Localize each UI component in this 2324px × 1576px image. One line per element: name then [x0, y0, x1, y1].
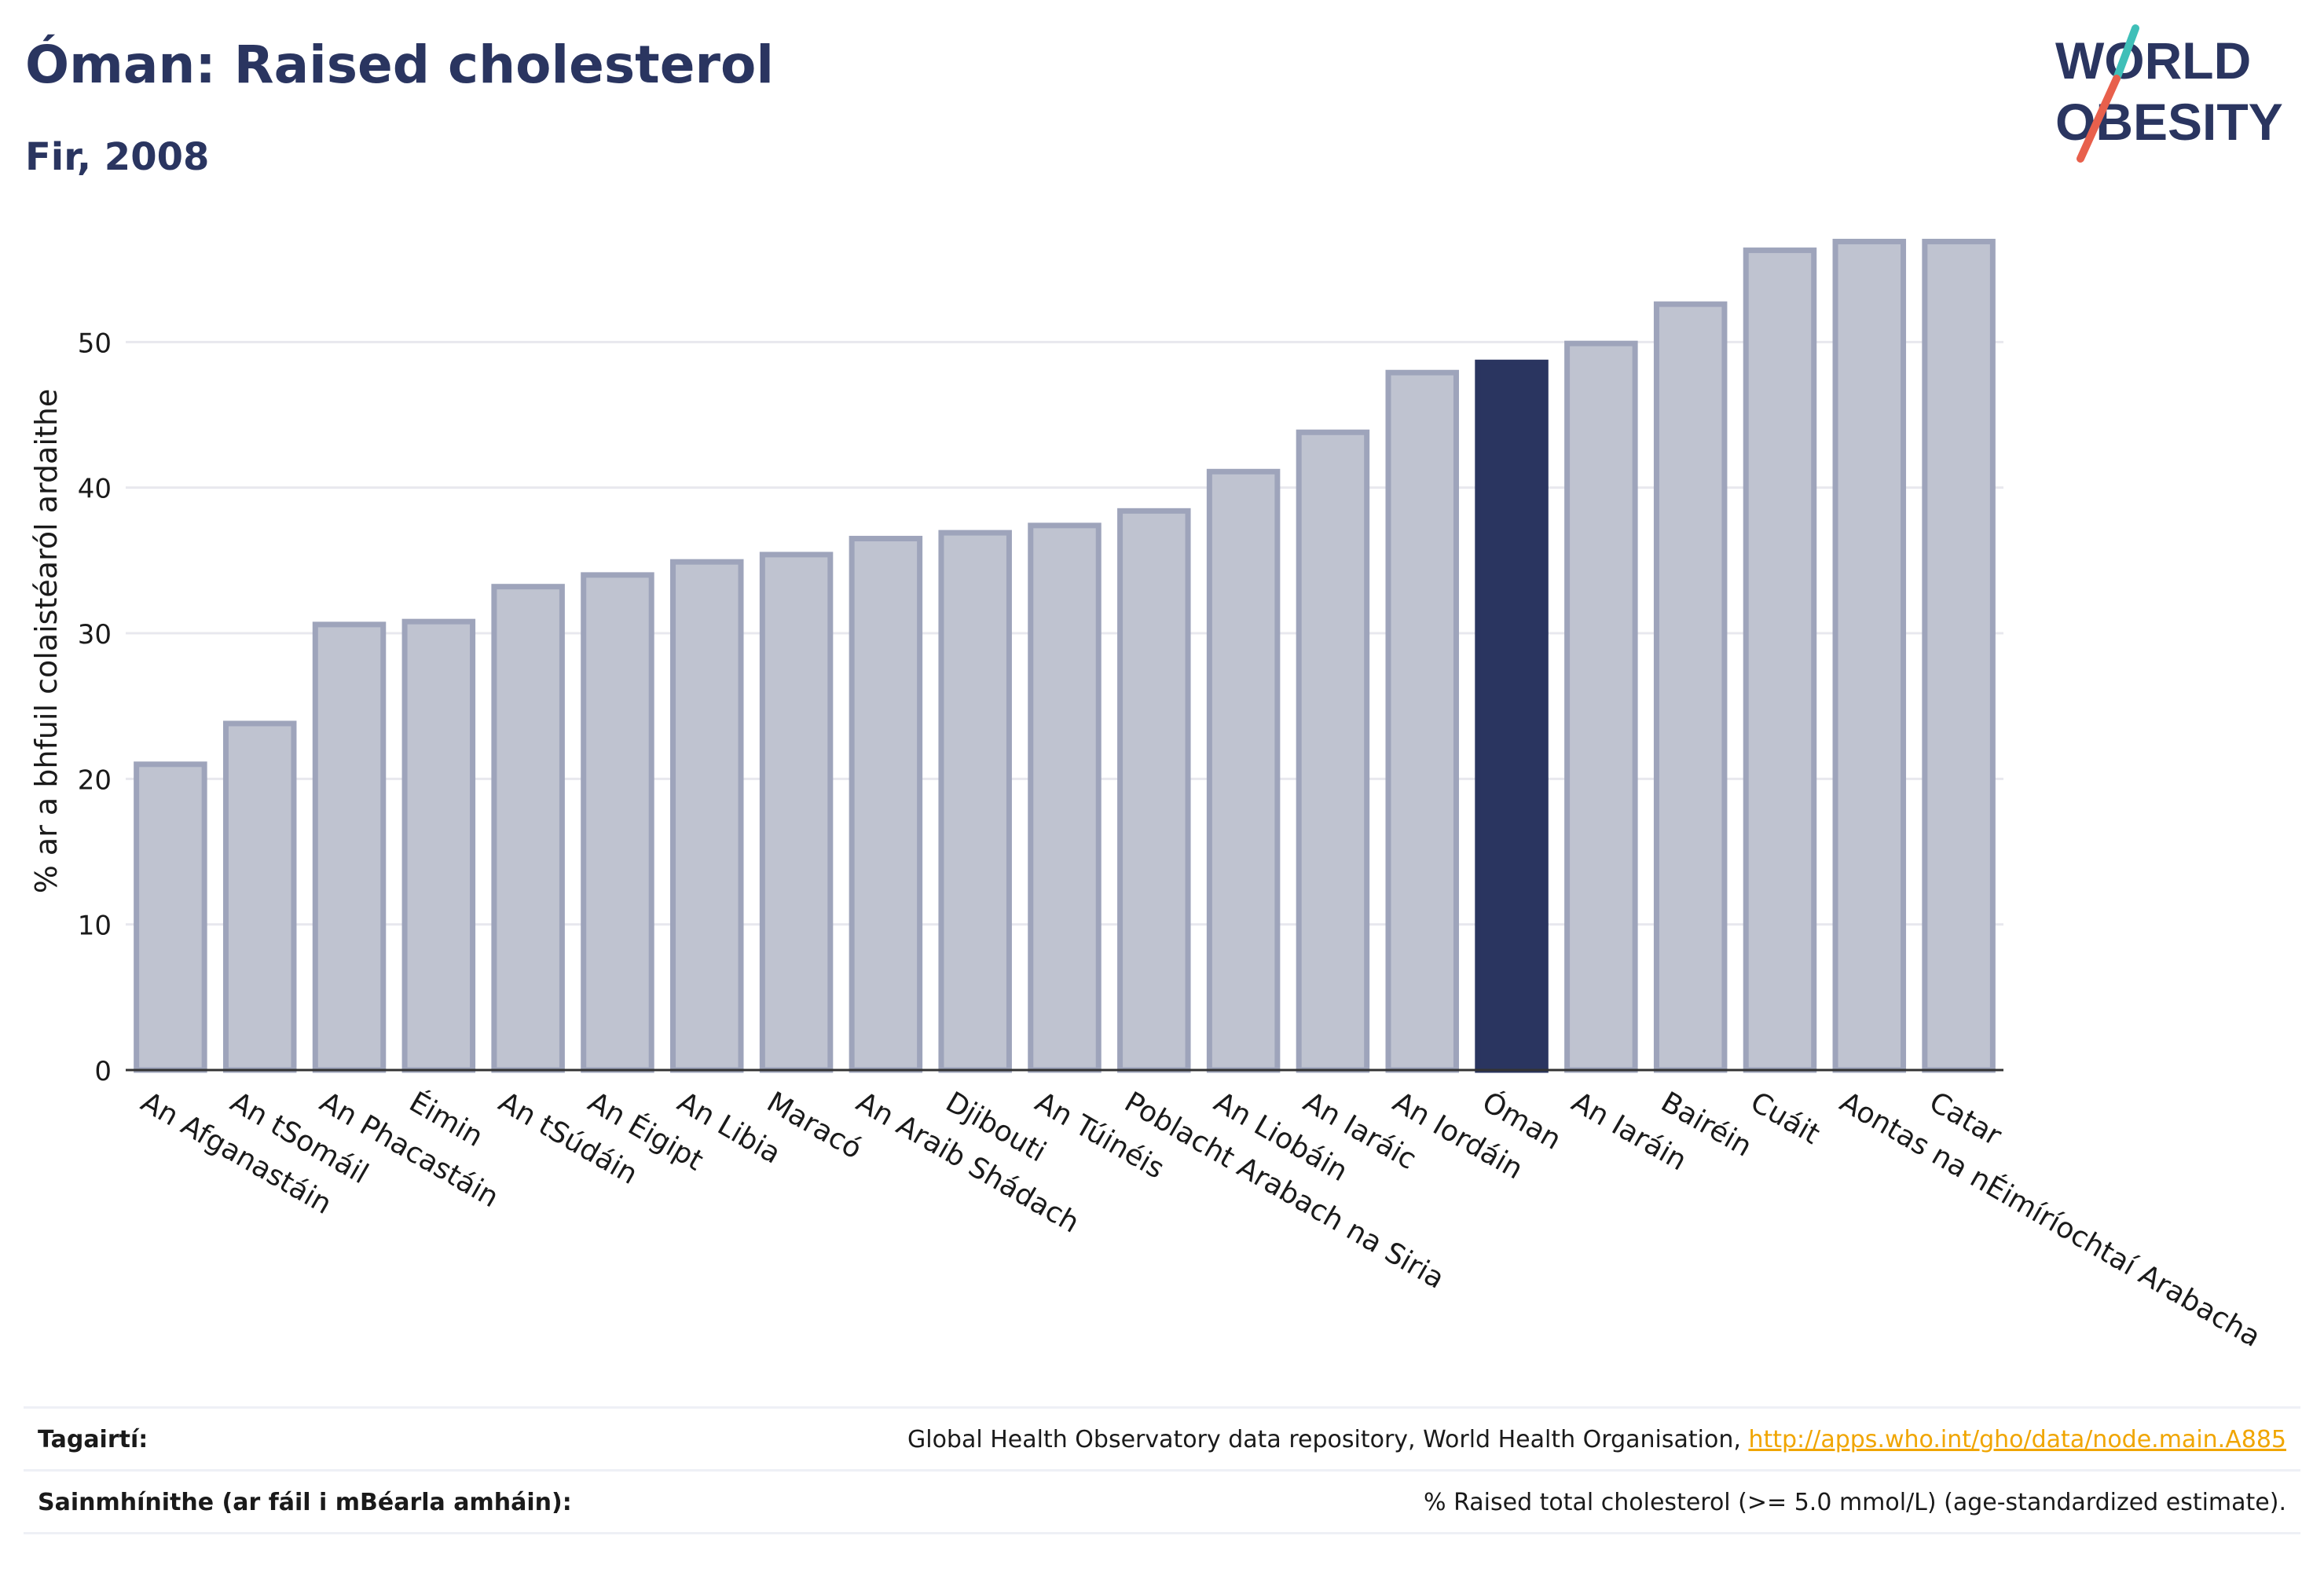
definitions-text: % Raised total cholesterol (>= 5.0 mmol/…: [1424, 1489, 2286, 1516]
references-label: Tagairtí:: [38, 1426, 148, 1453]
bar: [849, 536, 923, 1073]
references-value: Global Health Observatory data repositor…: [907, 1426, 2286, 1453]
bar-highlighted: [1475, 359, 1549, 1073]
bars: [134, 238, 1996, 1073]
x-tick-label: Aontas na nÉimíríochtaí Arabacha: [1835, 1085, 2267, 1354]
bar: [1385, 369, 1459, 1073]
bar: [1028, 522, 1102, 1073]
y-tick-label: 50: [78, 328, 112, 359]
y-tick-label: 30: [78, 619, 112, 651]
bar: [312, 621, 387, 1073]
y-axis-ticks: 0 10 20 30 40 50: [78, 328, 112, 1087]
y-tick-label: 10: [78, 911, 112, 942]
y-tick-label: 40: [78, 474, 112, 505]
bar: [1564, 340, 1638, 1073]
logo-slash-coral-icon: [2077, 75, 2121, 163]
references-row: Tagairtí: Global Health Observatory data…: [24, 1406, 2300, 1472]
world-obesity-logo: WORLD OBESITY: [2055, 24, 2283, 163]
y-axis-label: % ar a bhfuil colaistéaról ardaithe: [29, 389, 64, 894]
chart-title: Óman: Raised cholesterol: [25, 35, 774, 95]
y-tick-label: 0: [94, 1056, 112, 1087]
bar: [1832, 238, 1907, 1073]
bar: [134, 761, 207, 1073]
bar: [222, 720, 297, 1073]
y-tick-label: 20: [78, 764, 112, 796]
bar: [491, 584, 565, 1073]
definitions-label: Sainmhínithe (ar fáil i mBéarla amháin):: [38, 1489, 572, 1516]
references-text: Global Health Observatory data repositor…: [907, 1426, 1741, 1453]
bar: [1117, 508, 1191, 1073]
bar: [670, 559, 744, 1073]
references-link[interactable]: http://apps.who.int/gho/data/node.main.A…: [1748, 1426, 2286, 1453]
x-tick-label: Cuáit: [1745, 1086, 1825, 1151]
bar: [1206, 468, 1281, 1073]
bar: [581, 572, 654, 1073]
bar: [1653, 301, 1728, 1073]
bar: [1743, 247, 1817, 1073]
bar: [1296, 429, 1370, 1073]
bar: [759, 552, 834, 1073]
logo-text-world: WORLD: [2055, 31, 2251, 90]
footer-divider: [24, 1532, 2300, 1534]
logo-slash-teal-icon: [2113, 24, 2139, 82]
chart-subtitle: Fir, 2008: [25, 135, 210, 179]
bar: [1922, 238, 1996, 1073]
definitions-row: Sainmhínithe (ar fáil i mBéarla amháin):…: [24, 1469, 2300, 1534]
bar: [938, 530, 1012, 1073]
bar: [401, 618, 476, 1073]
